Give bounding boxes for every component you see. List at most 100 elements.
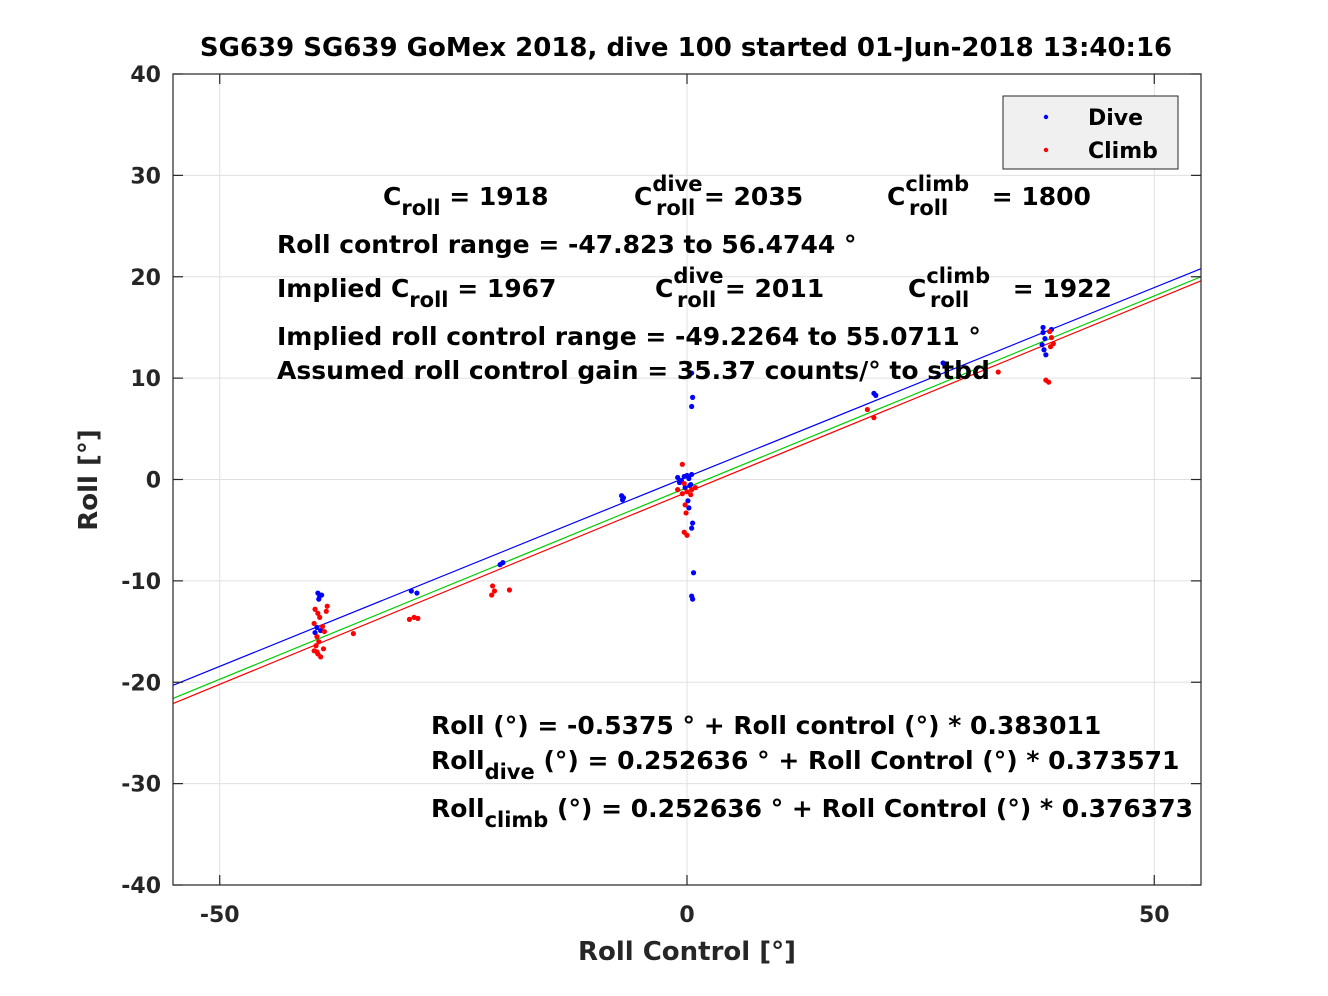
dive-point <box>318 592 325 598</box>
legend-label-dive: Dive <box>1088 106 1143 131</box>
x-tick-label: 50 <box>1139 903 1170 928</box>
annotations: Croll = 1918 Cdive roll = 2035 Cclimb roll… <box>277 172 1193 832</box>
dive-point <box>414 590 420 596</box>
climb-point <box>490 583 496 589</box>
dive-point <box>676 479 683 486</box>
climb-point <box>406 616 413 622</box>
climb-point <box>314 649 320 655</box>
annotation-range: Roll control range = -47.823 to 56.4744 … <box>277 230 856 259</box>
climb-point <box>1046 379 1052 385</box>
dive-point <box>500 560 506 566</box>
dive-point <box>686 505 692 511</box>
dive-point <box>690 570 697 576</box>
climb-point <box>679 461 685 467</box>
dive-point <box>1039 342 1045 348</box>
y-axis-ticks: -40 -30 -20 -10 0 10 20 30 40 <box>121 63 1201 899</box>
chart-title: SG639 SG639 GoMex 2018, dive 100 started… <box>200 33 1172 63</box>
climb-point <box>684 532 690 538</box>
climb-point <box>675 487 681 493</box>
annotation-c-roll-climb: Cclimb roll = 1800 <box>887 172 1091 220</box>
climb-point <box>350 630 356 637</box>
annotation-eq-dive: Rolldive (°) = 0.252636 ° + Roll Control… <box>431 746 1179 784</box>
climb-point <box>415 615 421 621</box>
legend: Dive Climb <box>1002 95 1179 170</box>
y-tick-label: 10 <box>130 367 161 392</box>
climb-point <box>692 485 699 491</box>
climb-point <box>491 588 498 594</box>
climb-point <box>489 592 495 598</box>
dive-point <box>1040 324 1046 331</box>
y-axis-label: Roll [°] <box>74 429 104 531</box>
climb-point <box>995 369 1001 375</box>
y-tick-label: 0 <box>146 469 161 494</box>
climb-point <box>679 491 685 497</box>
annotation-implied-range: Implied roll control range = -49.2264 to… <box>277 322 981 351</box>
climb-point <box>688 492 694 498</box>
dive-point <box>314 624 320 631</box>
annotation-implied-c-roll: Implied Croll = 1967 <box>277 274 556 312</box>
dive-point <box>620 495 627 501</box>
climb-point <box>316 639 322 645</box>
dive-point <box>682 485 688 491</box>
climb-point <box>324 603 330 609</box>
climb-point <box>1048 334 1055 341</box>
climb-point <box>682 502 688 508</box>
x-tick-label: 0 <box>679 903 694 928</box>
climb-point <box>314 634 320 640</box>
dive-point <box>1042 335 1048 342</box>
dive-point <box>690 394 696 400</box>
legend-marker-climb <box>1043 147 1049 153</box>
annotation-eq-all: Roll (°) = -0.5375 ° + Roll control (°) … <box>431 711 1101 740</box>
climb-point <box>317 614 323 620</box>
annotation-implied-c-roll-climb: Cclimb roll = 1922 <box>908 264 1112 312</box>
dive-point <box>690 520 696 526</box>
annotation-c-roll: Croll = 1918 <box>383 182 548 220</box>
x-axis-label: Roll Control [°] <box>578 937 796 967</box>
climb-point <box>311 620 317 627</box>
annotation-gain: Assumed roll control gain = 35.37 counts… <box>277 356 990 385</box>
climb-point <box>323 608 329 614</box>
legend-box <box>1002 95 1179 170</box>
dive-point <box>1040 329 1046 336</box>
climb-point <box>321 628 327 635</box>
climb-point <box>319 623 326 630</box>
dive-point <box>1043 352 1049 358</box>
annotation-eq-climb: Rollclimb (°) = 0.252636 ° + Roll Contro… <box>431 794 1193 832</box>
climb-point <box>320 646 327 652</box>
climb-point <box>318 654 324 660</box>
dive-point <box>688 481 694 488</box>
annotation-c-roll-dive: Cdive roll = 2035 <box>634 172 803 220</box>
climb-point <box>683 510 689 516</box>
climb-point <box>312 606 318 612</box>
y-tick-label: 40 <box>130 63 161 88</box>
dive-point <box>689 471 695 478</box>
climb-point <box>864 406 870 413</box>
legend-label-climb: Climb <box>1088 139 1158 164</box>
dive-point <box>689 370 695 376</box>
dive-point <box>312 629 318 636</box>
y-tick-label: 30 <box>130 164 161 189</box>
dive-point <box>675 474 681 481</box>
climb-point <box>506 587 513 593</box>
climb-point <box>684 489 690 495</box>
climb-point <box>871 415 877 421</box>
dive-point <box>1041 347 1047 353</box>
y-tick-label: -10 <box>121 570 161 595</box>
dive-point <box>408 588 414 594</box>
climb-point <box>681 480 687 487</box>
dive-point <box>690 596 696 602</box>
y-tick-label: -20 <box>121 671 161 696</box>
dive-point <box>685 498 691 504</box>
dive-point <box>689 525 695 531</box>
climb-point <box>1050 341 1056 347</box>
dive-point <box>689 403 695 410</box>
y-tick-label: -30 <box>121 773 161 798</box>
climb-point <box>1047 328 1053 335</box>
x-axis-ticks: -50 0 50 <box>200 74 1170 928</box>
dive-point <box>942 362 948 368</box>
y-tick-label: 20 <box>130 266 161 291</box>
x-tick-label: -50 <box>200 903 240 928</box>
dive-point <box>686 475 692 482</box>
legend-marker-dive <box>1043 114 1049 120</box>
